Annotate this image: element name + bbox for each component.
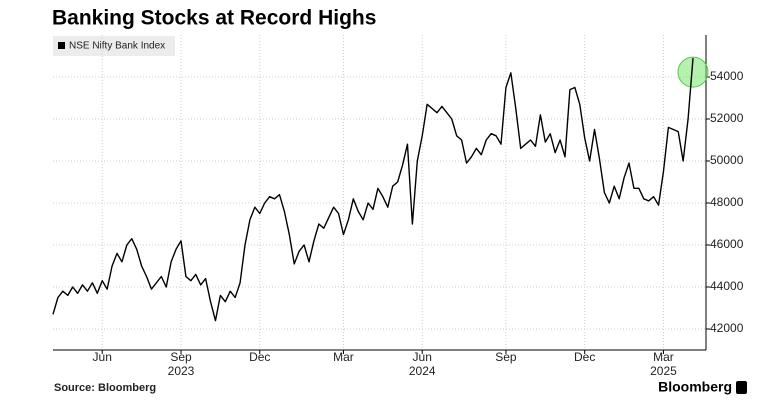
x-tick-label: Dec <box>574 350 595 364</box>
x-year-label: 2023 <box>168 364 195 378</box>
x-tick-label: Mar <box>653 350 674 364</box>
chart-title: Banking Stocks at Record Highs <box>52 7 376 30</box>
brand: Bloomberg <box>658 379 732 395</box>
x-tick-label: Jun <box>93 350 112 364</box>
y-tick-label: 54000 <box>710 69 744 83</box>
brand-icon <box>736 381 747 394</box>
y-tick-label: 48000 <box>710 195 744 209</box>
legend-swatch <box>58 42 65 49</box>
x-year-label: 2024 <box>409 364 436 378</box>
x-tick-label: Dec <box>249 350 270 364</box>
y-tick-label: 50000 <box>710 153 744 167</box>
x-year-label: 2025 <box>650 364 677 378</box>
x-tick-label: Sep <box>495 350 517 364</box>
y-tick-label: 44000 <box>710 279 744 293</box>
y-tick-label: 46000 <box>710 237 744 251</box>
x-tick-label: Sep <box>170 350 192 364</box>
y-tick-label: 42000 <box>710 321 744 335</box>
source: Source: Bloomberg <box>54 382 156 394</box>
x-tick-label: Jun <box>413 350 432 364</box>
legend-box <box>53 36 175 56</box>
x-tick-label: Mar <box>333 350 354 364</box>
y-tick-label: 52000 <box>710 111 744 125</box>
series-line <box>52 58 694 322</box>
legend-label: NSE Nifty Bank Index <box>69 41 165 52</box>
highlight <box>677 56 709 88</box>
